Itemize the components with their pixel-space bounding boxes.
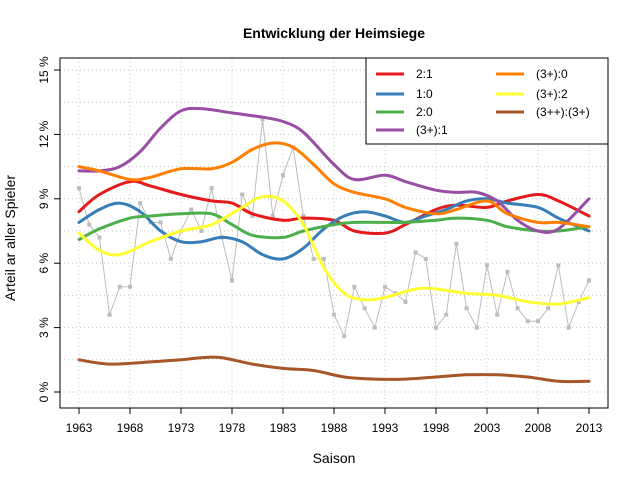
raw-data-point (281, 173, 285, 178)
y-tick-label: 6 % (37, 253, 51, 274)
legend-box (365, 57, 609, 145)
legend-label: (3++):(3+) (536, 105, 590, 119)
raw-data-point (505, 269, 510, 274)
y-tick-label: 3 % (37, 317, 51, 338)
x-tick-label: 1978 (219, 421, 246, 435)
raw-data-point (250, 213, 255, 218)
raw-data-point (209, 186, 214, 191)
y-tick-label: 9 % (37, 188, 51, 209)
raw-data-point (240, 192, 245, 197)
raw-data-point (464, 306, 469, 311)
raw-data-point (423, 256, 428, 261)
raw-data-point (383, 284, 387, 289)
raw-data-point (97, 235, 102, 240)
raw-data-point (515, 306, 520, 311)
legend: 2:1 1:0 2:0 (3+):1 (3+):0 (3+):2 (3++):(3+) (365, 57, 609, 145)
legend-label: (3+):2 (536, 87, 568, 101)
raw-data-point (444, 312, 449, 317)
raw-data-point (332, 312, 336, 317)
raw-data-point (311, 256, 316, 261)
raw-data-point (495, 312, 500, 317)
raw-data-point (189, 207, 194, 212)
raw-data-point (372, 325, 377, 330)
axes: 1963 1968 1973 1978 1983 1988 1993 1998 2003 2008… (37, 56, 609, 435)
raw-data-point (556, 263, 561, 268)
raw-data-point (413, 250, 418, 255)
x-tick-label: 1968 (117, 421, 144, 435)
raw-data-point (168, 256, 173, 261)
y-tick-label: 15 % (37, 56, 51, 84)
x-axis-label: Saison (313, 450, 356, 466)
series-line-7 (77, 355, 591, 384)
x-tick-label: 2013 (576, 421, 603, 435)
legend-label: 2:1 (416, 67, 433, 81)
y-tick-label: 0 % (37, 381, 51, 402)
raw-data-point (362, 306, 367, 311)
series-line-4 (77, 106, 591, 234)
raw-data-point (128, 284, 132, 289)
raw-data-point (474, 325, 479, 330)
raw-data-point (485, 263, 489, 268)
x-tick-label: 1963 (66, 421, 93, 435)
x-tick-label: 1993 (372, 421, 399, 435)
raw-data-point (454, 241, 459, 246)
raw-data-point (342, 334, 347, 339)
raw-data-point (117, 284, 122, 289)
raw-data-point (546, 306, 551, 311)
raw-data-point (260, 117, 265, 122)
series-line-5 (77, 141, 591, 229)
y-axis-label: Arteil ar aller Spieler (2, 175, 18, 301)
legend-label: (3+):1 (416, 123, 448, 137)
raw-data-point (566, 325, 571, 330)
raw-data-point (403, 299, 408, 304)
raw-data-point (434, 325, 438, 330)
raw-data-point (321, 256, 326, 261)
series-layer (77, 106, 591, 384)
x-tick-label: 2008 (525, 421, 552, 435)
x-tick-label: 1988 (321, 421, 348, 435)
y-tick-label: 12 % (37, 120, 51, 148)
raw-data-point (158, 220, 163, 225)
raw-data-point (230, 278, 234, 283)
raw-data-point (576, 299, 581, 304)
x-tick-label: 1973 (168, 421, 195, 435)
legend-label: (3+):0 (536, 67, 568, 81)
series-line-2 (77, 197, 591, 261)
legend-label: 2:0 (416, 105, 433, 119)
raw-data-point (536, 319, 540, 324)
chart-title: Entwicklung der Heimsiege (243, 25, 425, 41)
raw-data-point (525, 319, 530, 324)
raw-data-point (270, 213, 275, 218)
raw-data-point (107, 312, 112, 317)
raw-data-point (301, 213, 306, 218)
series-line-6 (77, 194, 591, 306)
raw-data-point (587, 278, 591, 283)
raw-data-point (138, 201, 143, 206)
legend-label: 1:0 (416, 87, 433, 101)
x-tick-label: 1998 (423, 421, 450, 435)
raw-data-point (87, 222, 92, 227)
raw-data-point (199, 229, 204, 233)
raw-data-point (77, 186, 81, 191)
raw-data-point (352, 284, 357, 289)
x-tick-label: 1983 (270, 421, 297, 435)
x-tick-label: 2003 (474, 421, 501, 435)
series-line-3 (77, 211, 591, 242)
